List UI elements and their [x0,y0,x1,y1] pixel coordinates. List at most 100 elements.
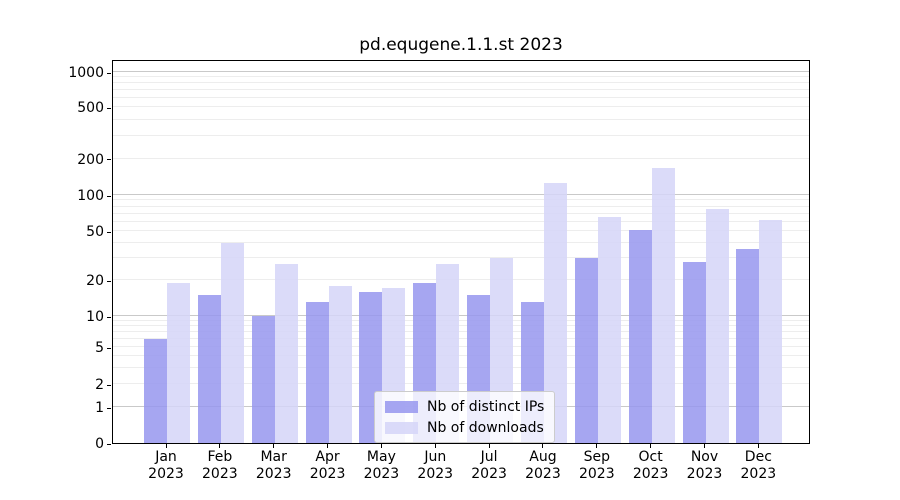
y-tick-label: 200 [77,151,104,168]
x-tick-label: Nov 2023 [675,449,735,483]
legend: Nb of distinct IPs Nb of downloads [374,391,556,443]
y-tick-mark [107,384,111,386]
bar-distinct-ips-jan [144,338,167,443]
x-tick-label: Feb 2023 [190,449,250,483]
bar-distinct-ips-oct [628,230,652,443]
y-tick-label: 500 [77,100,104,116]
x-tick-year: 2023 [525,466,561,482]
x-tick-month: Mar [260,449,287,465]
x-tick-year: 2023 [309,466,346,482]
y-tick-label: 1 [95,400,104,416]
minor-gridline [113,319,809,321]
y-tick-mark [107,159,111,160]
legend-label: Nb of downloads [427,419,544,436]
legend-item: Nb of downloads [385,418,544,437]
minor-gridline [113,89,809,91]
minor-gridline [113,330,809,332]
y-tick-label: 1000 [68,65,104,81]
minor-gridline [113,355,809,357]
x-tick-mark [488,444,490,448]
x-tick-month: Jun [424,449,447,465]
bar-distinct-ips-dec [736,248,760,443]
bar-downloads-aug [543,183,567,443]
minor-gridline [113,96,809,98]
y-tick-mark [107,280,111,282]
x-tick-year: 2023 [740,466,777,482]
minor-gridline [113,366,809,368]
major-gridline [113,71,809,72]
minor-gridline [113,279,809,280]
bar-distinct-ips-sep [574,258,598,443]
x-tick-year: 2023 [148,466,184,482]
x-tick-month: Sep [583,449,610,465]
minor-gridline [113,157,809,159]
minor-gridline [113,337,809,339]
x-tick-year: 2023 [578,466,615,482]
minor-gridline [113,76,809,78]
x-tick-label: May 2023 [351,449,411,483]
minor-gridline [113,118,809,120]
y-tick-mark [107,316,111,318]
minor-gridline [113,220,809,222]
y-tick-mark [107,107,111,109]
x-tick-mark [327,444,329,448]
bar-distinct-ips-mar [251,316,275,443]
minor-gridline [113,199,809,201]
x-tick-label: Jul 2023 [459,449,519,483]
y-tick-mark [107,347,111,349]
bar-distinct-ips-nov [682,262,706,443]
y-tick-mark [107,443,111,445]
y-tick-mark [107,407,111,409]
minor-gridline [113,383,809,384]
bar-downloads-jan [167,282,190,443]
x-tick-label: Sep 2023 [567,449,627,483]
x-tick-label: Apr 2023 [298,449,358,483]
x-tick-month: Jul [480,449,498,465]
bar-downloads-mar [274,264,298,443]
minor-gridline [113,241,809,243]
legend-swatch-distinct-ips [385,400,418,413]
x-tick-mark [542,444,544,448]
major-gridline [113,194,809,195]
x-tick-month: Jan [155,449,177,465]
x-tick-month: Apr [315,449,340,465]
y-tick-mark [107,72,111,74]
x-tick-mark [596,444,598,448]
x-tick-mark [380,444,382,448]
minor-gridline [113,106,809,107]
x-tick-label: Mar 2023 [244,449,304,483]
x-tick-mark [219,444,221,448]
x-tick-month: Oct [638,449,663,465]
x-tick-year: 2023 [471,466,507,482]
plot-area [112,60,810,444]
x-tick-month: Dec [744,449,772,465]
x-tick-year: 2023 [202,466,238,482]
x-tick-label: Jan 2023 [136,449,196,483]
minor-gridline [113,134,809,136]
x-tick-year: 2023 [632,466,669,482]
x-tick-label: Aug 2023 [513,449,573,483]
bar-downloads-dec [759,219,783,443]
x-tick-mark [704,444,705,448]
bar-distinct-ips-apr [305,302,329,443]
y-tick-label: 2 [95,377,104,393]
chart-title: pd.equgene.1.1.st 2023 [359,35,563,55]
x-tick-month: Nov [690,449,719,465]
bar-downloads-nov [705,208,729,443]
x-tick-label: Dec 2023 [728,449,788,483]
bar-downloads-feb [220,242,244,443]
legend-swatch-downloads [385,421,418,434]
x-tick-month: Feb [207,449,233,465]
x-tick-mark [165,444,167,448]
y-tick-label: 10 [86,309,104,325]
x-tick-mark [650,444,652,448]
x-tick-year: 2023 [686,466,723,482]
y-tick-label: 5 [95,340,104,356]
x-tick-year: 2023 [255,466,292,482]
minor-gridline [113,230,809,231]
x-tick-mark [434,444,436,448]
minor-gridline [113,324,809,326]
minor-gridline [113,212,809,214]
x-tick-label: Jun 2023 [405,449,465,483]
bar-distinct-ips-feb [197,294,221,443]
